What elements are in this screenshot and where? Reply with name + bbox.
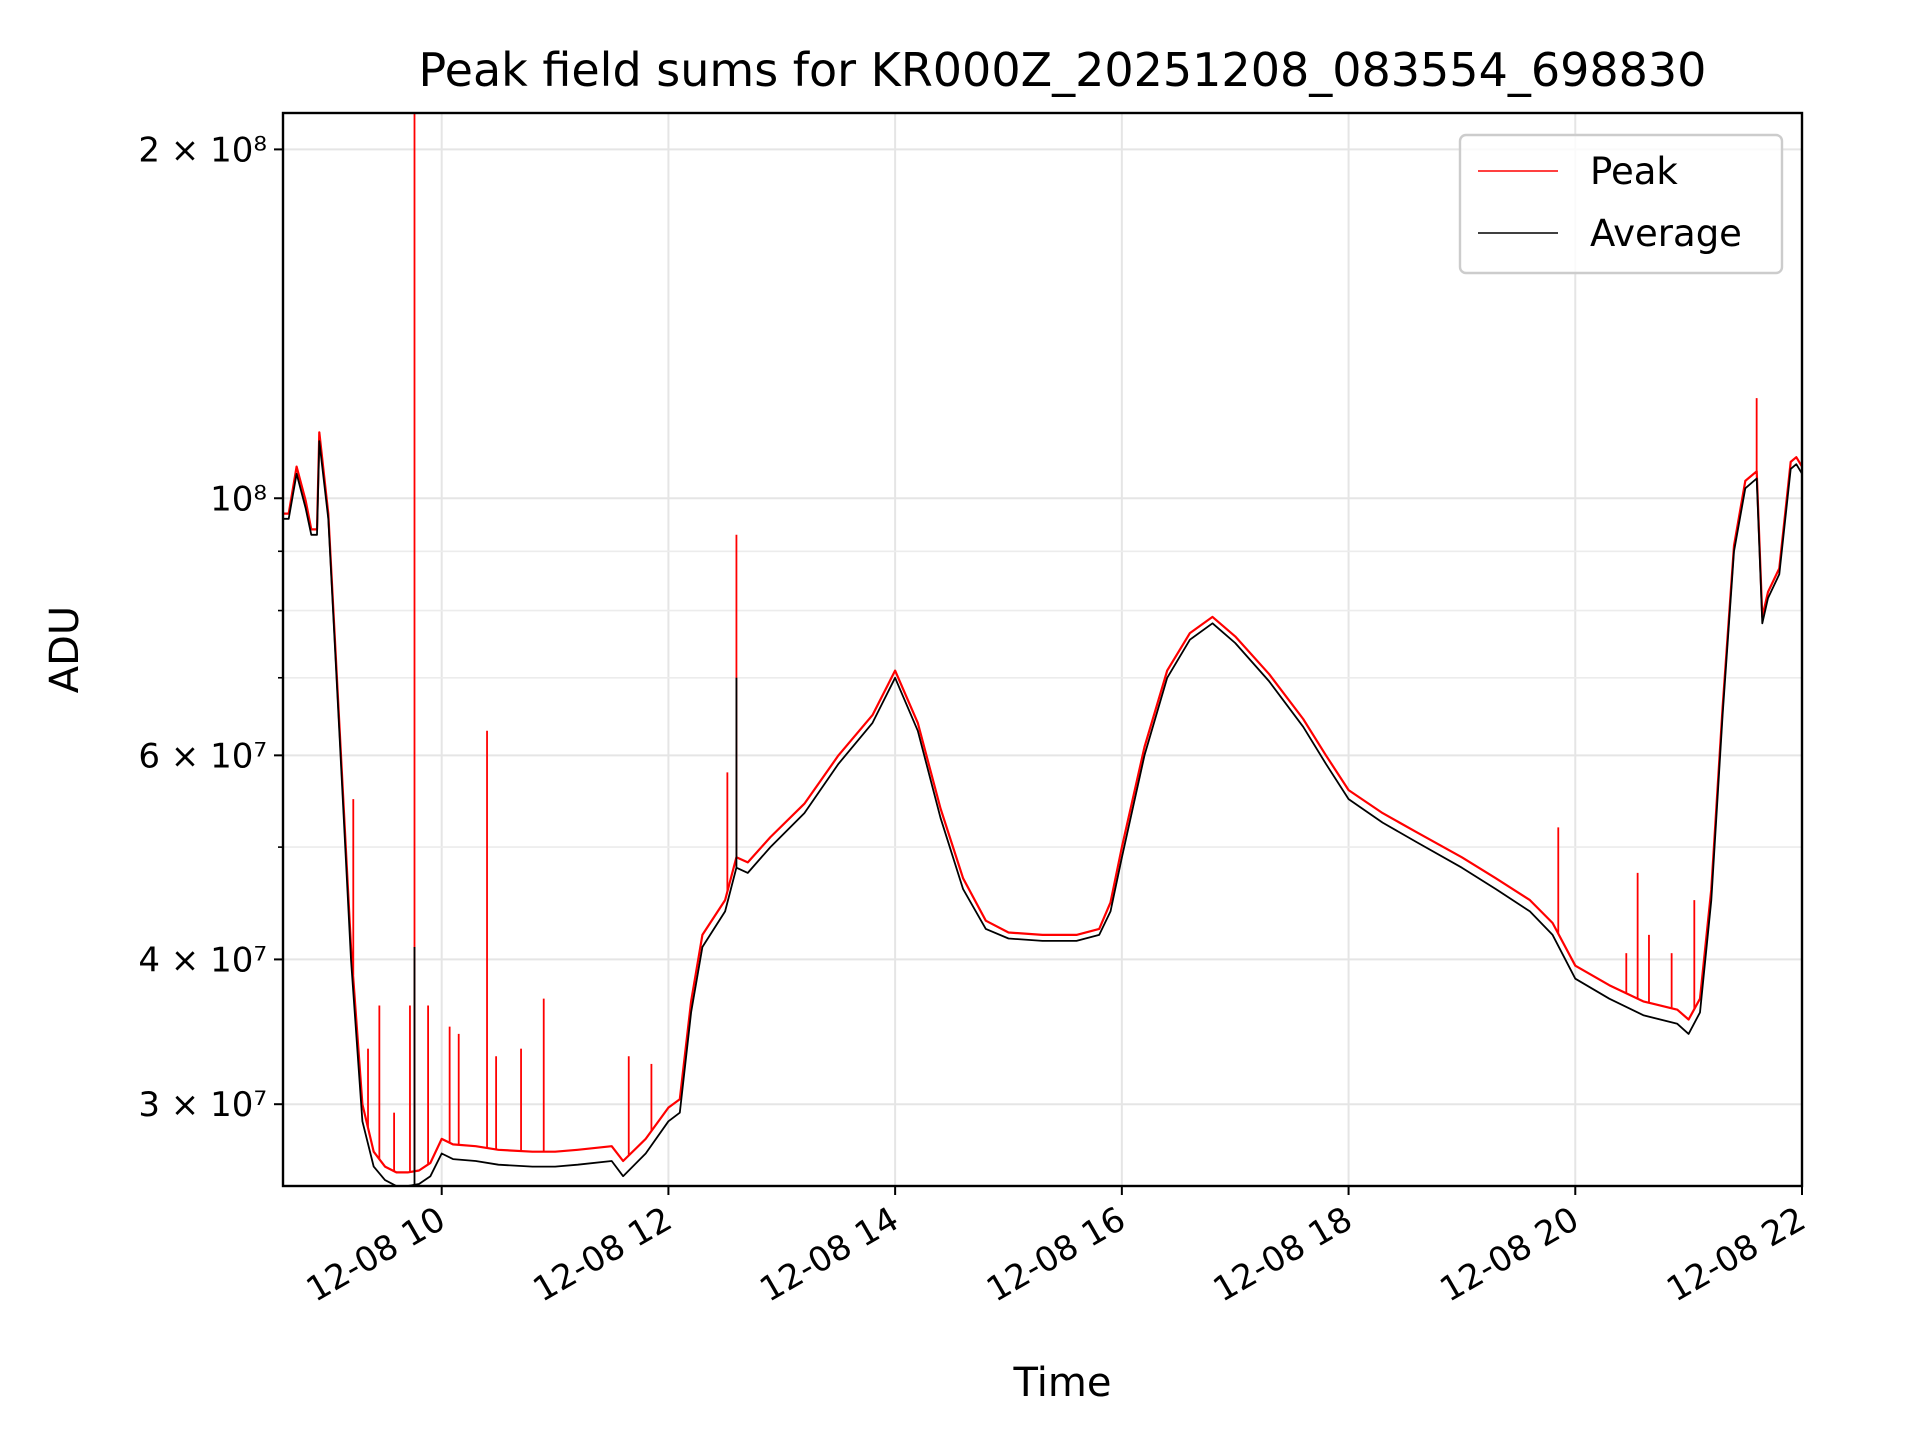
legend-label-average: Average bbox=[1590, 212, 1742, 255]
y-tick-label: 2 × 10⁸ bbox=[138, 130, 267, 170]
plot-frame bbox=[281, 111, 1804, 1188]
x-axis-label: Time bbox=[1013, 1360, 1112, 1406]
y-tick-label: 4 × 10⁷ bbox=[138, 940, 267, 980]
chart-title: Peak field sums for KR000Z_20251208_0835… bbox=[419, 43, 1707, 97]
y-tick-label: 6 × 10⁷ bbox=[138, 736, 267, 776]
y-tick-label: 10⁸ bbox=[210, 479, 267, 519]
legend-box bbox=[1458, 133, 1784, 275]
legend: Peak Average bbox=[1458, 133, 1784, 275]
legend-label-peak: Peak bbox=[1590, 150, 1678, 193]
y-tick-label: 3 × 10⁷ bbox=[138, 1085, 267, 1125]
y-axis-label: ADU bbox=[42, 606, 88, 693]
series-line-peak bbox=[283, 431, 1803, 1174]
